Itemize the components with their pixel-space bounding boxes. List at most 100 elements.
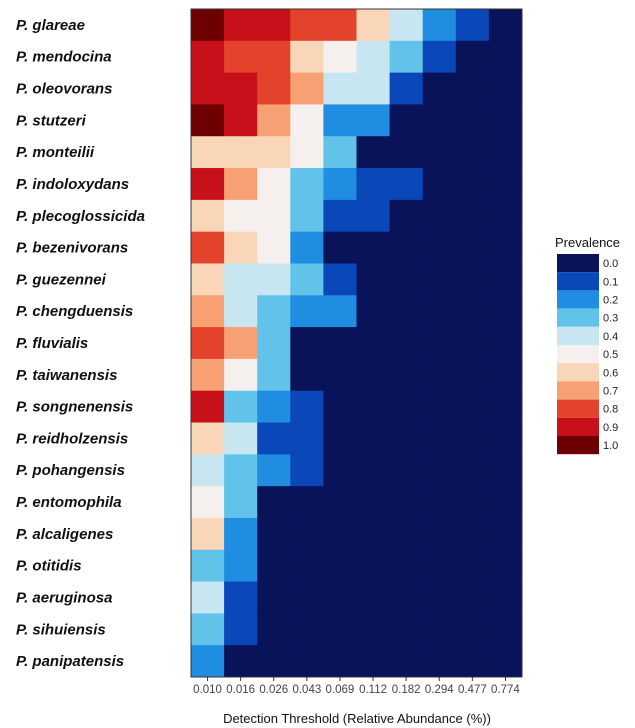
heatmap-cell bbox=[422, 454, 457, 487]
heatmap-cell bbox=[257, 263, 291, 296]
x-tick-label: 0.069 bbox=[326, 684, 355, 696]
heatmap-cell bbox=[455, 454, 490, 487]
heatmap-cell bbox=[290, 40, 324, 74]
heatmap-cell bbox=[356, 263, 391, 296]
heatmap-cell bbox=[224, 40, 258, 74]
heatmap-cell bbox=[356, 168, 391, 201]
species-label: P. plecoglossicida bbox=[16, 208, 145, 225]
heatmap-cell bbox=[455, 645, 490, 678]
heatmap-cells bbox=[191, 9, 523, 678]
heatmap-cell bbox=[323, 263, 357, 296]
heatmap-cell bbox=[224, 517, 258, 551]
heatmap-cell bbox=[323, 104, 357, 137]
species-label: P. otitidis bbox=[16, 558, 82, 575]
legend-key bbox=[557, 436, 599, 455]
heatmap-cell bbox=[389, 327, 424, 360]
x-tick-label: 0.774 bbox=[491, 684, 520, 696]
heatmap-cell bbox=[389, 517, 424, 551]
heatmap-cell bbox=[290, 231, 324, 264]
species-label: P. indoloxydans bbox=[16, 176, 129, 193]
heatmap-cell bbox=[488, 104, 523, 137]
heatmap-cell bbox=[191, 486, 225, 519]
species-label: P. monteilii bbox=[16, 144, 95, 161]
heatmap-cell bbox=[290, 136, 324, 169]
heatmap-cell bbox=[224, 295, 258, 328]
heatmap-cell bbox=[257, 295, 291, 328]
heatmap-cell bbox=[356, 422, 391, 455]
heatmap-cell bbox=[191, 549, 225, 583]
heatmap-cell bbox=[356, 72, 391, 105]
heatmap-cell bbox=[389, 486, 424, 519]
prevalence-legend: Prevalence 0.00.10.20.30.40.50.60.70.80.… bbox=[555, 235, 620, 455]
heatmap-cell bbox=[422, 40, 457, 74]
legend-key-label: 0.9 bbox=[603, 422, 618, 434]
heatmap-cell bbox=[323, 40, 357, 74]
legend-key bbox=[557, 254, 599, 273]
heatmap-cell bbox=[191, 136, 225, 169]
heatmap-cell bbox=[224, 168, 258, 201]
species-label: P. panipatensis bbox=[16, 653, 124, 670]
heatmap-cell bbox=[356, 295, 391, 328]
heatmap-cell bbox=[323, 422, 357, 455]
heatmap-cell bbox=[257, 549, 291, 583]
heatmap-cell bbox=[323, 327, 357, 360]
species-label: P. mendocina bbox=[16, 49, 112, 66]
heatmap-cell bbox=[422, 613, 457, 646]
heatmap-cell bbox=[257, 581, 291, 614]
heatmap-cell bbox=[455, 104, 490, 137]
heatmap-cell bbox=[290, 517, 324, 551]
heatmap-cell bbox=[422, 263, 457, 296]
heatmap-cell bbox=[455, 613, 490, 646]
legend-key bbox=[557, 290, 599, 309]
heatmap-cell bbox=[356, 517, 391, 551]
heatmap-cell bbox=[323, 549, 357, 583]
heatmap-cell bbox=[257, 358, 291, 392]
legend-key-label: 0.6 bbox=[603, 367, 618, 379]
heatmap-cell bbox=[257, 422, 291, 455]
heatmap-cell bbox=[356, 327, 391, 360]
heatmap-cell bbox=[389, 9, 424, 42]
heatmap-cell bbox=[422, 517, 457, 551]
heatmap-cell bbox=[356, 9, 391, 42]
legend-key-label: 0.1 bbox=[603, 276, 618, 288]
species-label: P. bezenivorans bbox=[16, 240, 128, 257]
heatmap-cell bbox=[488, 295, 523, 328]
heatmap-cell bbox=[422, 72, 457, 105]
heatmap-cell bbox=[224, 422, 258, 455]
heatmap-cell bbox=[257, 454, 291, 487]
legend-key bbox=[557, 272, 599, 291]
heatmap-cell bbox=[422, 581, 457, 614]
heatmap-cell bbox=[257, 613, 291, 646]
heatmap-cell bbox=[290, 9, 324, 42]
heatmap-cell bbox=[455, 136, 490, 169]
heatmap-cell bbox=[224, 263, 258, 296]
heatmap-cell bbox=[290, 581, 324, 614]
heatmap-cell bbox=[389, 422, 424, 455]
heatmap-cell bbox=[455, 358, 490, 392]
heatmap-cell bbox=[455, 486, 490, 519]
heatmap-cell bbox=[290, 199, 324, 233]
heatmap-cell bbox=[290, 358, 324, 392]
heatmap-cell bbox=[422, 9, 457, 42]
heatmap-cell bbox=[290, 645, 324, 678]
heatmap-cell bbox=[191, 9, 225, 42]
heatmap-cell bbox=[323, 295, 357, 328]
legend-keys: 0.0 0.1 0.2 0.3 0.4 0.5 0.6 0.7 0.8 0.9 1.0 bbox=[557, 254, 618, 455]
heatmap-cell bbox=[224, 327, 258, 360]
legend-key-label: 0.4 bbox=[603, 331, 618, 343]
heatmap-cell bbox=[323, 231, 357, 264]
heatmap-cell bbox=[389, 581, 424, 614]
heatmap-cell bbox=[356, 645, 391, 678]
x-tick-label: 0.043 bbox=[292, 684, 321, 696]
species-label: P. guezennei bbox=[16, 271, 107, 288]
heatmap-cell bbox=[257, 136, 291, 169]
heatmap-cell bbox=[191, 263, 225, 296]
heatmap-cell bbox=[455, 263, 490, 296]
heatmap-cell bbox=[356, 358, 391, 392]
heatmap-cell bbox=[257, 231, 291, 264]
legend-key bbox=[557, 363, 599, 382]
heatmap-cell bbox=[224, 581, 258, 614]
heatmap-cell bbox=[422, 486, 457, 519]
heatmap-cell bbox=[389, 358, 424, 392]
species-label: P. sihuiensis bbox=[16, 621, 106, 638]
